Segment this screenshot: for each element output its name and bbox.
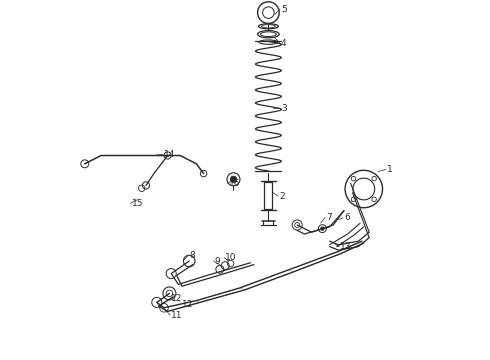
Text: 13: 13 [341, 242, 352, 251]
Circle shape [230, 176, 237, 183]
Polygon shape [337, 241, 364, 254]
Text: 1: 1 [387, 165, 393, 174]
Text: 7: 7 [326, 213, 332, 222]
Text: 12: 12 [171, 294, 183, 303]
Text: 9: 9 [215, 256, 220, 265]
Text: 16: 16 [229, 179, 240, 188]
Text: 11: 11 [171, 310, 183, 320]
Text: 6: 6 [344, 213, 350, 222]
Circle shape [320, 227, 324, 230]
Polygon shape [196, 288, 245, 302]
Text: 8: 8 [189, 251, 195, 260]
Bar [265, 182, 272, 209]
Text: 12: 12 [182, 300, 194, 309]
Text: 3: 3 [281, 104, 287, 112]
Text: 10: 10 [225, 253, 237, 262]
Polygon shape [288, 252, 341, 272]
Text: 4: 4 [281, 39, 287, 48]
Polygon shape [240, 270, 294, 290]
Text: 14: 14 [164, 150, 175, 159]
Text: 2: 2 [279, 192, 285, 201]
Polygon shape [157, 293, 173, 306]
Text: 15: 15 [132, 199, 143, 208]
Polygon shape [164, 301, 200, 311]
Polygon shape [157, 302, 168, 311]
Text: 5: 5 [281, 4, 287, 13]
